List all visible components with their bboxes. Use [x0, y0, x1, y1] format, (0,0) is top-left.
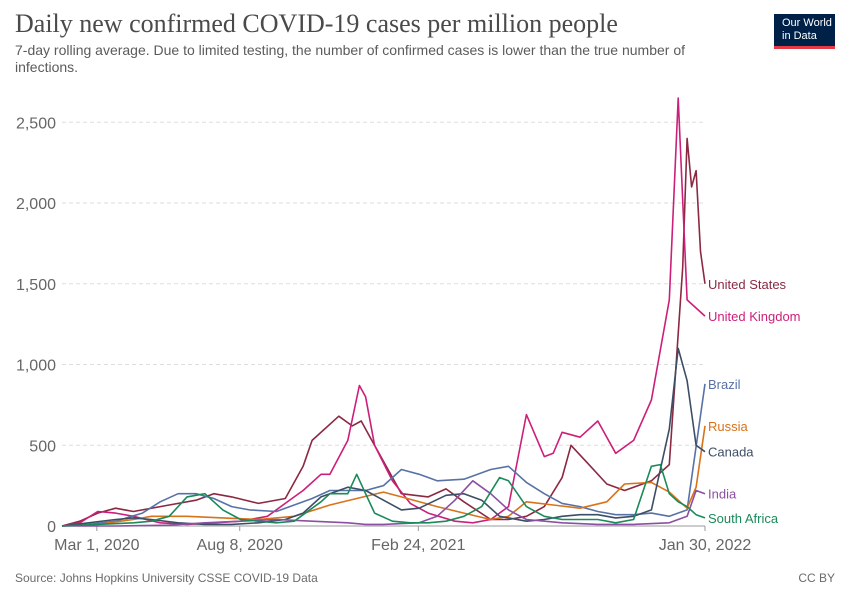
chart-subtitle: 7-day rolling average. Due to limited te… [15, 42, 686, 75]
y-tick-label: 1,500 [16, 277, 56, 294]
source-note[interactable]: Source: Johns Hopkins University CSSE CO… [15, 571, 318, 585]
series-line[interactable] [61, 463, 706, 527]
y-axis: 0 500 1,000 1,500 2,000 2,500 [16, 115, 56, 536]
series-line[interactable] [61, 137, 706, 527]
series-line[interactable] [61, 97, 706, 527]
owid-logo[interactable]: Our World in Data [774, 14, 835, 49]
series-label: United States [708, 277, 787, 292]
x-axis: Mar 1, 2020 Aug 8, 2020 Feb 24, 2021 Jan 30… [54, 525, 752, 554]
series-label: United Kingdom [708, 309, 801, 324]
x-tick-label: Mar 1, 2020 [54, 537, 139, 554]
chart-title: Daily new confirmed COVID-19 cases per m… [15, 9, 618, 38]
y-tick-label: 0 [47, 519, 56, 536]
series-lines [61, 97, 706, 527]
series-label: Russia [708, 419, 749, 434]
y-tick-label: 2,500 [16, 115, 56, 132]
logo-line-2: in Data [782, 30, 817, 42]
gridlines [62, 121, 705, 446]
series-label: South Africa [708, 511, 779, 526]
series-label: Canada [708, 445, 754, 460]
series-label: India [708, 487, 737, 502]
series-labels: United States United Kingdom Brazil Russia C… [708, 277, 801, 526]
x-tick-label: Jan 30, 2022 [659, 537, 752, 554]
logo-line-1: Our World [782, 17, 832, 29]
series-line[interactable] [61, 425, 706, 527]
series-line[interactable] [62, 479, 706, 527]
license-label[interactable]: CC BY [798, 571, 835, 585]
y-tick-label: 2,000 [16, 196, 56, 213]
x-tick-label: Aug 8, 2020 [197, 537, 283, 554]
y-tick-label: 500 [29, 438, 56, 455]
x-tick-label: Feb 24, 2021 [371, 537, 465, 554]
series-line[interactable] [61, 383, 706, 527]
series-label: Brazil [708, 377, 741, 392]
y-tick-label: 1,000 [16, 358, 56, 375]
